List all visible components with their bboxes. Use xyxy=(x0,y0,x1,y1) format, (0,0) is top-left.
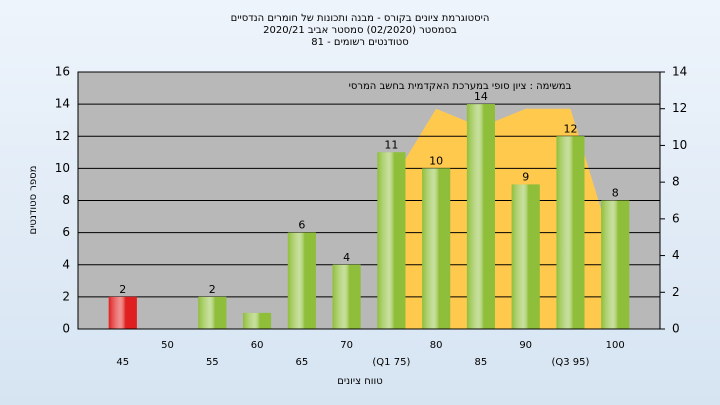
y-tick-label: 14 xyxy=(55,97,70,111)
title-line: סטודנטים רשומים - 81 xyxy=(311,37,409,48)
x-tick-label: (Q1 75) xyxy=(372,357,410,368)
bar-shine xyxy=(287,232,316,329)
data-label: 9 xyxy=(522,170,529,183)
y-tick-label: 10 xyxy=(55,161,70,175)
y2-tick-label: 12 xyxy=(672,101,687,115)
x-tick-label: 100 xyxy=(606,340,625,351)
y2-tick-label: 4 xyxy=(672,248,680,262)
title-line: היסטוגרמת ציונים בקורס - מבנה ותכונות של… xyxy=(231,13,490,24)
bar-shine xyxy=(332,264,361,329)
bar-shine xyxy=(422,168,451,329)
annotation: במשימה : ציון סופי במערכת האקדמית בחשב ה… xyxy=(349,81,572,92)
y2-tick-label: 2 xyxy=(672,285,680,299)
y2-tick-label: 6 xyxy=(672,211,680,225)
data-label: 4 xyxy=(343,251,350,264)
y-tick-label: 4 xyxy=(62,257,70,271)
data-label: 10 xyxy=(429,154,443,167)
bar-shine xyxy=(198,296,227,329)
y-tick-label: 12 xyxy=(55,129,70,143)
x-tick-label: (Q3 95) xyxy=(551,357,589,368)
data-label: 2 xyxy=(119,283,126,296)
y-tick-label: 0 xyxy=(62,322,70,336)
bar-shine xyxy=(511,184,540,329)
x-tick-label: 50 xyxy=(161,340,174,351)
data-label: 12 xyxy=(563,122,577,135)
plot xyxy=(78,71,660,330)
x-tick-label: 80 xyxy=(430,340,443,351)
title-line: בסמסטר (02/2020) סמסטר אביב 2020/21 xyxy=(263,25,457,36)
plot-frame xyxy=(77,71,661,330)
data-label: 6 xyxy=(298,219,305,232)
x-tick-label: 45 xyxy=(116,357,129,368)
x-tick-label: 85 xyxy=(475,357,488,368)
data-label: 2 xyxy=(209,283,216,296)
data-label: 8 xyxy=(612,187,619,200)
x-axis-label: טווח ציונים xyxy=(337,376,382,387)
y-tick-label: 16 xyxy=(55,65,70,79)
y-tick-label: 6 xyxy=(62,225,70,239)
x-tick-label: 90 xyxy=(519,340,532,351)
y-tick-label: 8 xyxy=(62,193,70,207)
bar-shine xyxy=(243,312,272,329)
y2-tick-label: 8 xyxy=(672,175,680,189)
bar-shine xyxy=(377,152,406,329)
bar-shine xyxy=(601,200,630,329)
bar-shine xyxy=(108,296,137,329)
bar-shine xyxy=(556,136,585,329)
x-tick-label: 55 xyxy=(206,357,219,368)
y-axis-label: מספר סטודנטים xyxy=(28,166,39,235)
data-label: 14 xyxy=(474,90,488,103)
data-label: 11 xyxy=(384,138,398,151)
y2-tick-label: 14 xyxy=(672,65,687,79)
y2-tick-label: 0 xyxy=(672,322,680,336)
bar-shine xyxy=(466,104,495,329)
y-tick-label: 2 xyxy=(62,289,70,303)
x-tick-label: 70 xyxy=(340,340,353,351)
x-tick-label: 60 xyxy=(251,340,264,351)
y2-tick-label: 10 xyxy=(672,138,687,152)
x-tick-label: 65 xyxy=(295,357,308,368)
